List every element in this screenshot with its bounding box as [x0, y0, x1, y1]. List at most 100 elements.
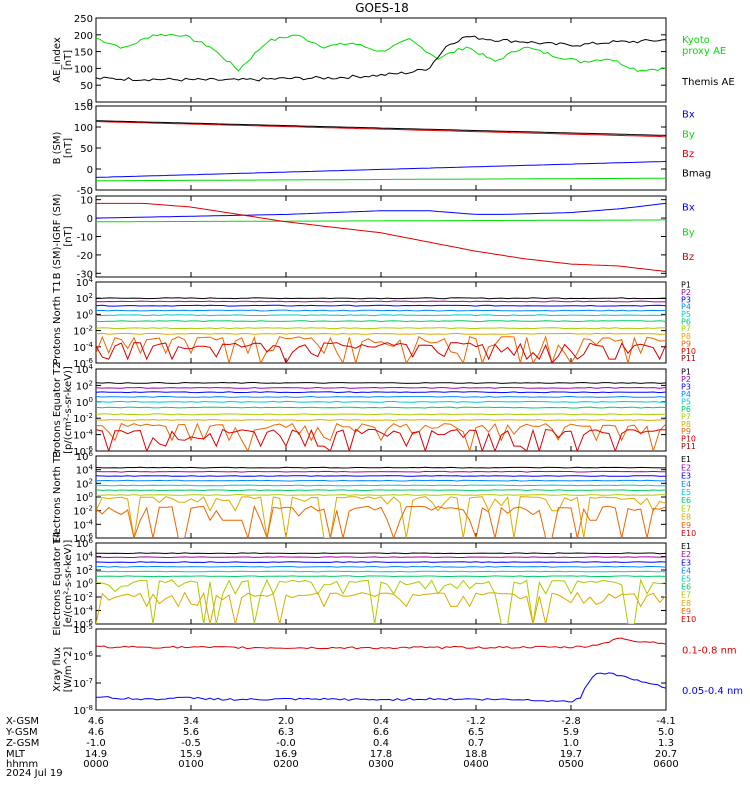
y-tick-label: 10-2: [73, 325, 93, 338]
series-p3: [96, 391, 666, 394]
legend-entry: Themis AE: [681, 77, 735, 88]
footer-row-label: MLT: [6, 749, 26, 760]
footer-value: 1.3: [658, 738, 674, 749]
series-e6: [96, 489, 666, 492]
y-tick-label-exp: -5: [86, 623, 93, 631]
y-tick-label: 10-2: [73, 591, 93, 604]
series-p8: [96, 419, 666, 422]
y-axis-units: [W/m^2]: [63, 647, 74, 693]
y-tick-label-exp: -4: [86, 429, 94, 437]
footer-value: 0.4: [373, 738, 389, 749]
legend-entry: proxy AE: [682, 46, 726, 57]
y-tick-label: 100: [76, 308, 93, 321]
y-tick-label: 10-4: [73, 518, 93, 531]
plot-area: [96, 466, 666, 538]
y-tick-label: 106: [76, 537, 94, 550]
footer-value: 0200: [273, 759, 298, 770]
plot-area: [96, 381, 666, 451]
footer-value: 16.9: [275, 749, 297, 760]
y-axis-label: Protons North T1: [52, 280, 63, 364]
legend-entry: E1: [681, 455, 691, 464]
legend-entry: 0.1-0.8 nm: [682, 645, 737, 656]
series-e7: [96, 578, 666, 624]
y-tick-label: -50: [77, 186, 93, 197]
series-e1: [96, 552, 666, 555]
series-bz: [96, 202, 666, 272]
y-tick-label-exp: 2: [89, 477, 93, 485]
y-tick-label: 0: [87, 214, 93, 225]
series-p10: [96, 428, 666, 451]
y-tick-label: 100: [74, 123, 93, 134]
y-axis-label: AE_index: [52, 37, 63, 83]
y-tick-label: 10-4: [73, 429, 93, 442]
legend-entry: P8: [681, 420, 691, 429]
legend-entry: E9: [681, 607, 691, 616]
series-bx: [96, 202, 666, 219]
legend-entry: P3: [681, 383, 691, 392]
series-p7: [96, 413, 666, 416]
legend-entry: E5: [681, 574, 691, 583]
series-0-1-0-8-nm: [96, 637, 666, 650]
panel-2: -50 0 50 100 150 B (SM) [nT] Bx By Bz Bmag: [52, 102, 711, 197]
series-p4: [96, 309, 666, 312]
y-tick-label-exp: -6: [86, 445, 94, 453]
y-axis-label: B (SM)-IGRF (SM): [52, 194, 63, 280]
y-axis-units: [nT]: [63, 138, 74, 158]
y-tick-label-exp: -7: [86, 677, 93, 685]
legend-entry: P9: [681, 339, 691, 348]
y-tick-label-exp: 0: [89, 578, 93, 586]
footer-value: 5.6: [183, 727, 199, 738]
legend-entry: P7: [681, 325, 691, 334]
legend-entry: By: [682, 129, 695, 140]
legend-entry: P11: [681, 354, 696, 363]
footer-value: 5.9: [563, 727, 579, 738]
legend-entry: E4: [681, 566, 691, 575]
panel-frame: [95, 281, 667, 364]
legend-entry: P2: [681, 288, 691, 297]
y-tick-label: 10: [80, 196, 93, 207]
footer-value: 1.0: [563, 738, 579, 749]
y-tick-label: 10-2: [73, 412, 93, 425]
y-tick-label: -20: [77, 251, 93, 262]
footer-value: -2.8: [561, 716, 581, 727]
legend-entry: P1: [681, 368, 691, 377]
legend-entry: P4: [681, 303, 691, 312]
y-tick-label: 200: [74, 31, 93, 42]
y-tick-label: 104: [76, 551, 94, 564]
y-tick-label-exp: 6: [89, 450, 94, 458]
footer-value: 4.6: [88, 727, 104, 738]
series-e4: [96, 565, 666, 568]
footer-value: 0300: [368, 759, 393, 770]
y-tick-label: 50: [80, 144, 93, 155]
footer-value: -4.1: [656, 716, 676, 727]
legend-entry: P5: [681, 397, 691, 406]
footer-row-label: Z-GSM: [6, 738, 39, 749]
legend-entry: Kyoto: [682, 35, 710, 46]
series-e9: [96, 504, 666, 538]
footer-value: 0600: [653, 759, 678, 770]
series-p6: [96, 320, 666, 323]
footer-value: 3.4: [183, 716, 199, 727]
legend: Bx By Bz: [682, 203, 695, 263]
legend-entry: P10: [681, 347, 696, 356]
series-by: [96, 219, 666, 223]
y-axis-label: Protons Equator T2: [52, 362, 63, 458]
footer-value: 5.0: [658, 727, 674, 738]
series-bz: [96, 121, 666, 138]
y-axis-units: [e/(cm²-s-sr-keV)]: [63, 540, 74, 628]
y-tick-label: 150: [74, 48, 93, 59]
legend-entry: P3: [681, 295, 691, 304]
series-e2: [96, 470, 666, 473]
y-tick-label-exp: -2: [86, 412, 93, 420]
series-p2: [96, 300, 666, 303]
y-tick-label: 10-4: [73, 605, 93, 618]
series-p5: [96, 400, 666, 403]
y-axis-label: Electrons North T3: [52, 450, 63, 543]
legend-entry: E6: [681, 496, 691, 505]
footer-value: 19.7: [560, 749, 582, 760]
footer-value: 6.6: [373, 727, 389, 738]
